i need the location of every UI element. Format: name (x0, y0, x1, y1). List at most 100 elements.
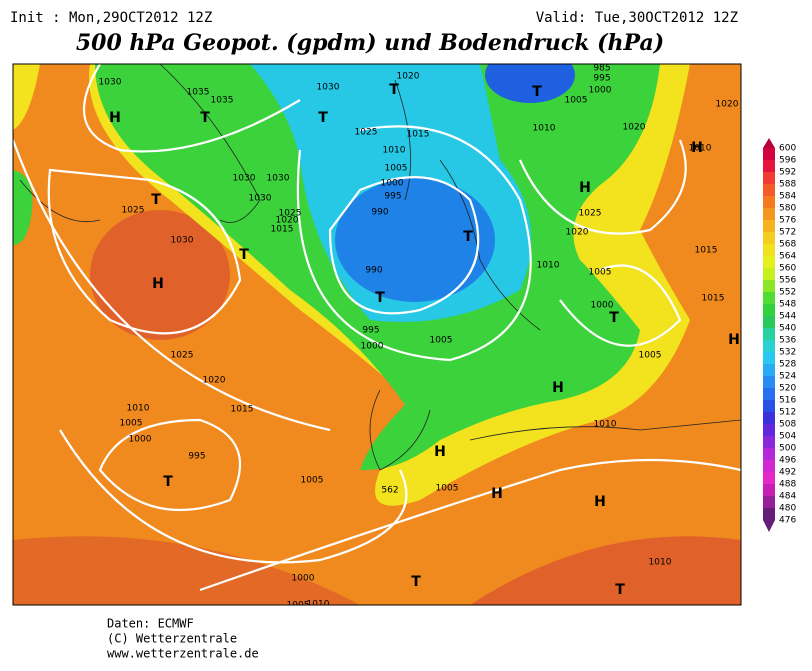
legend-swatch (763, 268, 775, 281)
pressure-center: T (389, 82, 399, 98)
isobar-label: 1000 (129, 435, 152, 445)
isobar-label: 1020 (276, 216, 299, 226)
legend-level: 480 (779, 504, 796, 514)
pressure-center: H (552, 380, 564, 396)
isobar-label: 1025 (355, 128, 378, 138)
isobar-label: 995 (384, 192, 401, 202)
isobar-label: 1020 (397, 72, 420, 82)
legend-level: 596 (779, 156, 796, 166)
legend-level: 528 (779, 360, 796, 370)
isobar-label: 1005 (385, 164, 408, 174)
isobar-label: 1010 (594, 420, 617, 430)
isobar-label: 1015 (695, 246, 718, 256)
field-warm (470, 536, 741, 605)
isobar-label: 985 (593, 64, 610, 74)
map-title: 500 hPa Geopot. (gpdm) und Bodendruck (h… (76, 30, 664, 56)
isobar-label: 1015 (271, 225, 294, 235)
isobar-label: 1010 (307, 600, 330, 610)
isobar-label: 990 (365, 266, 382, 276)
pressure-center: T (239, 247, 249, 263)
legend-swatch (763, 436, 775, 449)
legend-swatch (763, 184, 775, 197)
legend-level: 516 (779, 396, 796, 406)
footer-line: (C) Wetterzentrale (107, 632, 237, 646)
pressure-center: T (375, 290, 385, 306)
isobar-label: 1015 (702, 294, 725, 304)
isobar-label: 990 (371, 208, 388, 218)
legend-swatch (763, 160, 775, 173)
field-colder (335, 178, 495, 302)
isobar-label: 1020 (716, 100, 739, 110)
legend-swatch (763, 280, 775, 293)
legend-swatch (763, 364, 775, 377)
legend-swatch (763, 388, 775, 401)
legend-level: 548 (779, 300, 796, 310)
isobar-label: 995 (362, 326, 379, 336)
legend-swatch (763, 472, 775, 485)
isobar (13, 64, 741, 592)
legend-swatch (763, 196, 775, 209)
legend-cap (763, 520, 775, 532)
legend-level: 508 (779, 420, 796, 430)
isobar-label: 1035 (211, 96, 234, 106)
isobar-label: 1005 (430, 336, 453, 346)
legend-level: 532 (779, 348, 796, 358)
legend-level: 592 (779, 168, 796, 178)
pressure-center: T (163, 474, 173, 490)
isobar-label: 1005 (639, 351, 662, 361)
pressure-center: H (594, 494, 606, 510)
pressure-center: H (691, 140, 703, 156)
color-legend: 600 596 592 588 584 580 576 572 568 564 560 556 552 5… (763, 138, 796, 532)
isobar-label: 1005 (287, 601, 310, 611)
legend-swatch (763, 148, 775, 161)
legend-swatch (763, 460, 775, 473)
isobar-label: 1010 (533, 124, 556, 134)
pressure-center: T (463, 229, 473, 245)
pressure-center: H (491, 486, 503, 502)
legend-swatch (763, 292, 775, 305)
legend-level: 500 (779, 444, 796, 454)
legend-level: 504 (779, 432, 796, 442)
legend-level: 496 (779, 456, 796, 466)
legend-swatch (763, 304, 775, 317)
legend-level: 540 (779, 324, 796, 334)
isobar-label: 1025 (122, 206, 145, 216)
legend-swatch (763, 208, 775, 221)
isobar-label: 1000 (292, 574, 315, 584)
isobar-label: 1000 (381, 179, 404, 189)
legend-level: 520 (779, 384, 796, 394)
pressure-center: H (579, 180, 591, 196)
legend-level: 552 (779, 288, 796, 298)
init-time: Init : Mon,29OCT2012 12Z (10, 10, 212, 26)
isobar-label: 1020 (566, 228, 589, 238)
legend-level: 476 (779, 516, 796, 526)
isobar-label: 1035 (187, 88, 210, 98)
pressure-center: H (109, 110, 121, 126)
footer-line: Daten: ECMWF (107, 617, 194, 631)
legend-swatch (763, 232, 775, 245)
pressure-center: H (728, 332, 740, 348)
legend-swatch (763, 400, 775, 413)
legend-level: 544 (779, 312, 796, 322)
legend-swatch (763, 256, 775, 269)
isobar-label: 1030 (171, 236, 194, 246)
legend-level: 568 (779, 240, 796, 250)
legend-swatch (763, 352, 775, 365)
legend-level: 536 (779, 336, 796, 346)
legend-level: 588 (779, 180, 796, 190)
isobar-label: 1030 (233, 174, 256, 184)
isobar-label: 562 (381, 486, 398, 496)
pressure-center: H (434, 444, 446, 460)
field-warm (13, 536, 360, 605)
isobar-label: 1025 (171, 351, 194, 361)
isobar-label: 1000 (589, 86, 612, 96)
pressure-center: H (152, 276, 164, 292)
legend-level: 572 (779, 228, 796, 238)
isobar-label: 1010 (689, 144, 712, 154)
map-frame (12, 63, 742, 606)
isobar-label: 995 (593, 74, 610, 84)
pressure-center: T (151, 192, 161, 208)
legend-level: 560 (779, 264, 796, 274)
